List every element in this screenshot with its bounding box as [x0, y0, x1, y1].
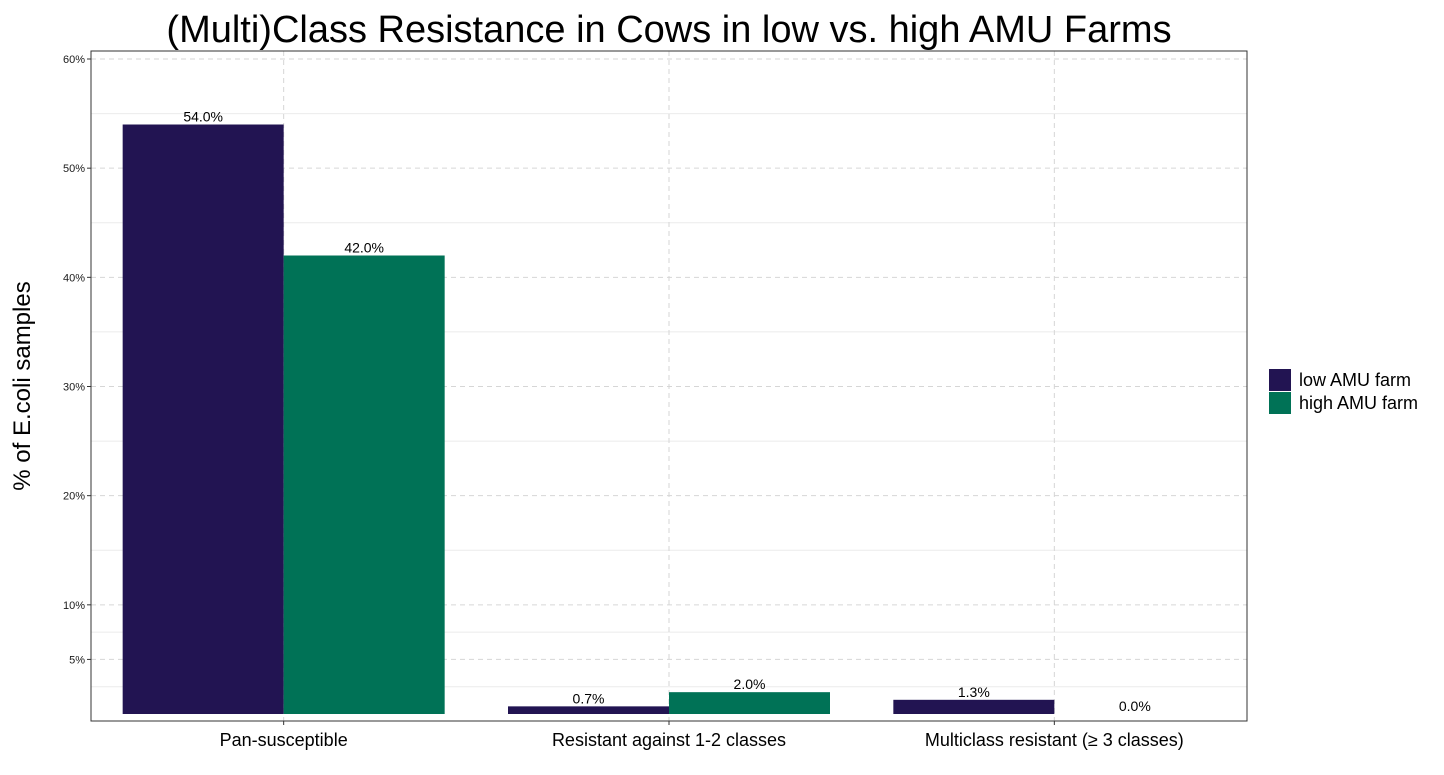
- bar-s0-c2: [893, 699, 1055, 714]
- x-tick-label-1: Resistant against 1-2 classes: [552, 730, 786, 750]
- y-tick-label-5: 50%: [63, 163, 85, 175]
- y-tick-label-1: 10%: [63, 600, 85, 612]
- legend-swatch-0: [1269, 369, 1291, 391]
- data-label-s0-c2: 1.3%: [958, 684, 990, 700]
- x-tick-label-2: Multiclass resistant (≥ 3 classes): [925, 730, 1184, 750]
- data-label-s1-c2: 0.0%: [1119, 698, 1151, 714]
- data-label-s1-c0: 42.0%: [344, 240, 384, 256]
- y-axis-label: % of E.coli samples: [9, 281, 36, 490]
- bar-s1-c0: [283, 255, 445, 714]
- bar-s1-c1: [669, 692, 830, 714]
- data-label-s1-c1: 2.0%: [734, 676, 766, 692]
- bars: 54.0% 0.7% 1.3% 42.0% 2.0% 0.0%: [122, 109, 1151, 714]
- legend: low AMU farm high AMU farm: [1269, 369, 1418, 414]
- data-label-s0-c1: 0.7%: [573, 690, 605, 706]
- y-tick-label-0: 5%: [69, 654, 85, 666]
- bar-s0-c0: [122, 124, 284, 714]
- axes: 5% 10% 20% 30% 40% 50% 60% Pan-susceptible Resis…: [63, 54, 1184, 750]
- y-tick-label-6: 60%: [63, 54, 85, 66]
- y-tick-label-2: 20%: [63, 491, 85, 503]
- legend-label-1: high AMU farm: [1299, 393, 1418, 413]
- y-tick-label-3: 30%: [63, 382, 85, 394]
- x-tick-label-0: Pan-susceptible: [220, 730, 348, 750]
- bar-s0-c1: [508, 706, 669, 714]
- data-label-s0-c0: 54.0%: [183, 109, 223, 125]
- chart-title: (Multi)Class Resistance in Cows in low v…: [166, 9, 1171, 51]
- legend-swatch-1: [1269, 392, 1291, 414]
- legend-label-0: low AMU farm: [1299, 370, 1411, 390]
- y-tick-label-4: 40%: [63, 272, 85, 284]
